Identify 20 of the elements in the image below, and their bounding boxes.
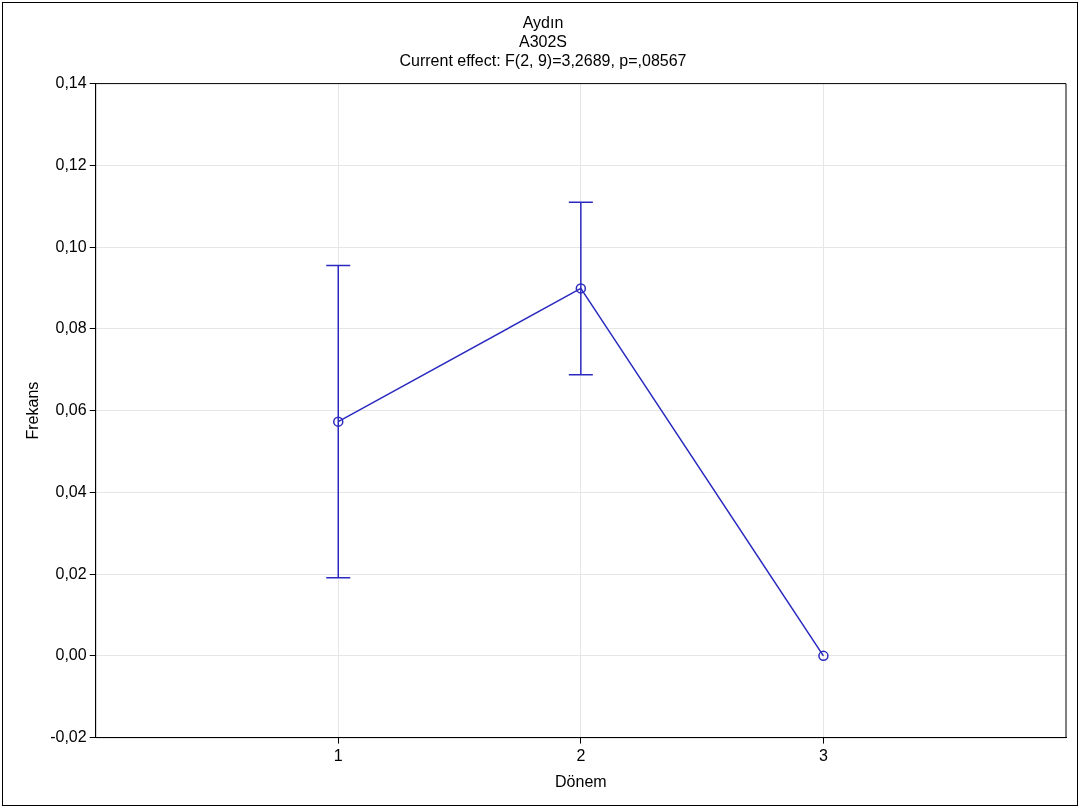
x-tick-label: 2: [576, 746, 586, 764]
point: [818, 650, 829, 662]
point: [575, 283, 587, 294]
x-tick-label: 1: [333, 746, 343, 764]
y-tick-label: 0,02: [55, 564, 87, 582]
y-tick-label: 0,10: [55, 237, 87, 255]
y-tick-label: 0,00: [55, 646, 87, 664]
y-axis-title: Frekans: [24, 381, 42, 440]
y-tick-label: 0,04: [55, 482, 87, 500]
text: Current effect: F(2, 9)=3,2689, p=,08567: [399, 52, 687, 70]
x-tick-label: 3: [818, 746, 828, 764]
y-tick-label: 0,06: [55, 401, 87, 419]
chart-title: Aydın: [522, 14, 564, 32]
y-tick-label: -0,02: [50, 728, 87, 746]
y-tick-label: 0,14: [55, 74, 87, 92]
y-tick-label: 0,12: [55, 155, 87, 173]
chart-subtitle: A302S: [518, 33, 568, 51]
point: [333, 416, 344, 427]
x-axis-title: Dönem: [555, 772, 607, 790]
y-tick-label: 0,08: [55, 319, 87, 337]
